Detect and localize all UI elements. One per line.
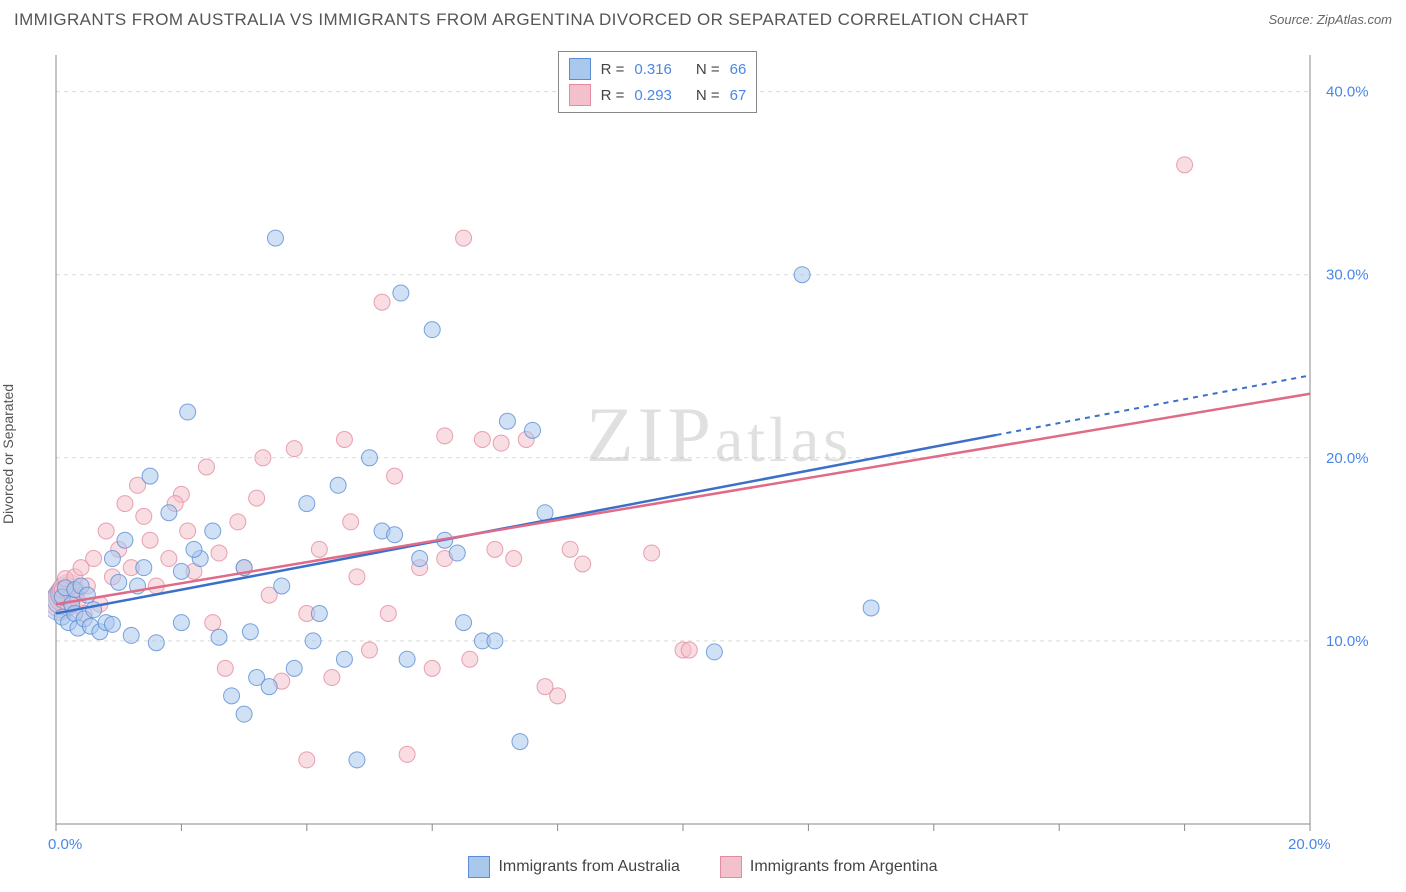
- legend-swatch-australia: [468, 856, 490, 878]
- svg-text:30.0%: 30.0%: [1326, 267, 1369, 284]
- y-axis-label: Divorced or Separated: [0, 384, 16, 524]
- legend-label-argentina: Immigrants from Argentina: [750, 858, 938, 876]
- svg-text:20.0%: 20.0%: [1326, 450, 1369, 467]
- legend-item-argentina: Immigrants from Argentina: [720, 856, 938, 878]
- chart-title: IMMIGRANTS FROM AUSTRALIA VS IMMIGRANTS …: [14, 10, 1029, 30]
- legend-stats: R =0.316N =66R =0.293N =67: [558, 51, 758, 113]
- chart-area: 10.0%20.0%30.0%40.0% ZIPatlas R =0.316N …: [48, 45, 1390, 842]
- x-tick-0: 0.0%: [48, 836, 82, 853]
- legend-item-australia: Immigrants from Australia: [468, 856, 679, 878]
- svg-text:40.0%: 40.0%: [1326, 84, 1369, 101]
- legend-swatch-argentina: [720, 856, 742, 878]
- source-label: Source: ZipAtlas.com: [1268, 12, 1392, 27]
- scatter-chart: 10.0% 20.0% 30.0% 40.0%: [48, 45, 1390, 842]
- x-tick-1: 20.0%: [1288, 836, 1331, 853]
- svg-text:10.0%: 10.0%: [1326, 633, 1369, 650]
- legend-bottom: Immigrants from Australia Immigrants fro…: [0, 856, 1406, 878]
- legend-label-australia: Immigrants from Australia: [498, 858, 679, 876]
